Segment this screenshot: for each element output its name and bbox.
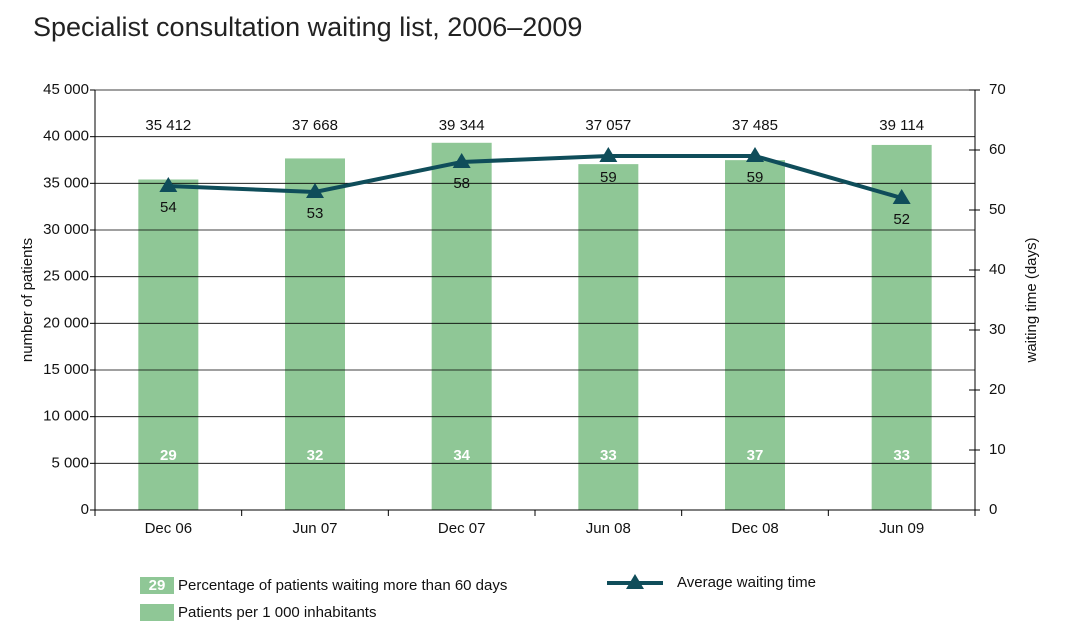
legend-swatch-label: 29 [149,577,166,594]
marker [599,147,618,162]
marker [452,153,471,168]
point-label: 59 [747,169,764,186]
x-tick-label: Jun 08 [586,520,631,537]
x-tick-label: Dec 07 [438,520,486,537]
marker [306,183,324,198]
y2-tick-label: 0 [989,501,997,518]
point-label: 54 [160,199,177,216]
chart-title: Specialist consultation waiting list, 20… [33,12,582,42]
y-tick-label: 20 000 [43,314,89,331]
y2-tick-label: 60 [989,141,1006,158]
x-tick-label: Jun 09 [879,520,924,537]
inbar-label: 33 [600,447,617,464]
inbar-label: 37 [747,447,764,464]
y2-tick-label: 20 [989,381,1006,398]
marker [746,147,764,162]
bar [285,158,345,510]
value-label: 37 485 [732,117,778,134]
legend-label: Patients per 1 000 inhabitants [178,604,376,621]
y-tick-label: 25 000 [43,268,89,285]
y-tick-label: 10 000 [43,408,89,425]
y-tick-label: 0 [81,501,89,518]
point-label: 59 [600,169,617,186]
x-tick-label: Jun 07 [292,520,337,537]
legend-label: Average waiting time [677,574,816,591]
y2-tick-label: 70 [989,81,1006,98]
y-tick-label: 40 000 [43,128,89,145]
point-label: 58 [453,175,470,192]
legend-label: Percentage of patients waiting more than… [178,577,507,594]
point-label: 52 [893,211,910,228]
y-tick-label: 5 000 [51,454,89,471]
bar [725,160,785,510]
value-label: 39 114 [879,117,924,134]
inbar-label: 34 [453,447,470,464]
value-label: 35 412 [145,117,191,134]
y2-tick-label: 50 [989,201,1006,218]
legend-swatch [140,604,174,621]
legend-swatch [140,577,174,594]
y-axis-label: number of patients [19,238,36,362]
inbar-label: 32 [307,447,324,464]
line [168,154,903,200]
value-label: 39 344 [439,117,485,134]
y2-tick-label: 30 [989,321,1006,338]
x-tick-label: Dec 06 [145,520,193,537]
bar [138,179,199,510]
marker [892,189,911,204]
y-tick-label: 15 000 [43,361,89,378]
x-tick-label: Dec 08 [731,520,779,537]
y2-axis-label: waiting time (days) [1023,237,1040,363]
y-tick-label: 45 000 [43,81,89,98]
point-label: 53 [307,205,324,222]
bar [871,144,932,510]
y-tick-label: 30 000 [43,221,89,238]
y2-tick-label: 10 [989,441,1006,458]
y2-tick-label: 40 [989,261,1006,278]
bar [431,142,492,510]
inbar-label: 29 [160,447,177,464]
legend-marker [626,574,644,589]
bar [578,164,639,510]
inbar-label: 33 [893,447,910,464]
value-label: 37 668 [292,117,338,134]
y-tick-label: 35 000 [43,174,89,191]
marker [159,177,178,192]
value-label: 37 057 [585,117,631,134]
